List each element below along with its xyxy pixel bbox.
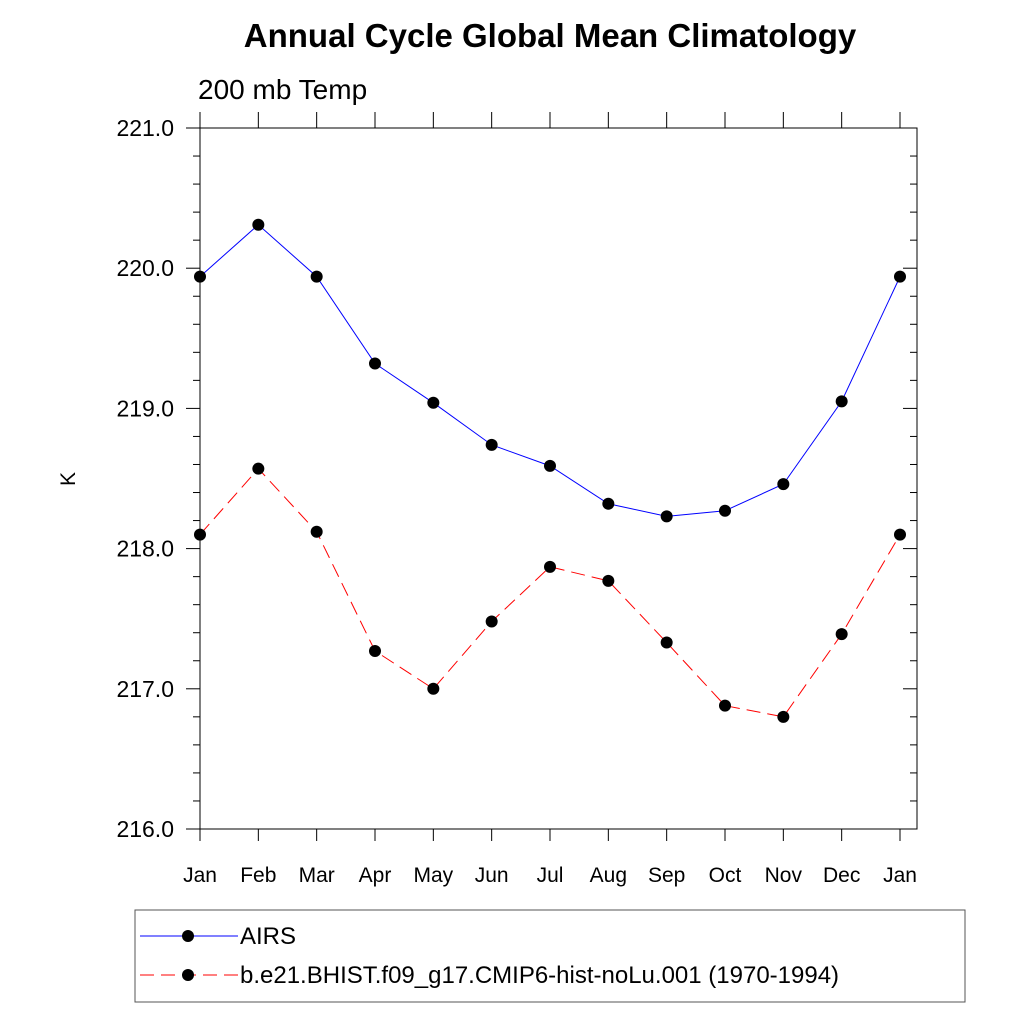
series-1-point [719,504,731,517]
series-2-point [194,528,206,541]
legend-box [134,909,966,1003]
series-2-point [544,560,556,573]
x-tick-label: Dec [823,864,860,887]
plot-frame [199,127,918,830]
series-2-point [660,636,673,649]
x-tick-label: Aug [590,864,627,887]
series-2-point [777,710,790,723]
series-2-point [252,462,265,475]
series-1-point [777,478,790,491]
series-1-point [660,510,673,523]
series-2-point [369,644,381,657]
series-1-point [310,270,323,283]
series-1-point [252,218,265,231]
series-2-point [485,615,498,628]
x-tick-label: Oct [709,864,742,887]
series-line-2 [199,467,901,718]
y-tick-labels: 216.0 217.0 218.0 219.0 220.0 221.0 [116,115,174,842]
chart-title: Annual Cycle Global Mean Climatology [244,17,857,54]
legend: AIRS b.e21.BHIST.f09_g17.CMIP6-hist-noLu.… [140,923,839,989]
x-tick-label: Nov [765,864,803,887]
x-tick-label: Jan [183,864,217,887]
series-1-point [894,270,906,283]
series-2-point [894,528,906,541]
y-tick-label: 220.0 [116,255,174,281]
series-2-point [602,574,615,587]
series-1-point [427,396,440,409]
x-tick-label: May [413,864,453,887]
legend-label-1: AIRS [240,923,296,950]
y-tick-label: 219.0 [116,395,174,421]
x-tick-label: Jan [883,864,917,887]
legend-marker-2 [182,969,194,981]
x-tick-label: Sep [648,864,685,887]
series-layer [194,218,906,723]
series-2-point [835,628,848,641]
x-tick-label: Mar [299,864,335,887]
axis-ticks [186,112,917,841]
series-1-point [485,438,498,451]
y-tick-label: 216.0 [116,816,174,842]
y-tick-label: 218.0 [116,536,174,562]
x-tick-labels: Jan Feb Mar Apr May Jun Jul Aug Sep Oct Nov Dec Jan [183,864,917,887]
x-tick-label: Apr [359,864,392,887]
series-1-point [835,395,848,408]
series-line-1 [199,224,901,517]
chart-subtitle: 200 mb Temp [198,74,367,105]
y-tick-label: 221.0 [116,115,174,141]
x-tick-label: Jun [475,864,509,887]
x-tick-label: Jul [537,864,564,887]
legend-marker-1 [182,930,194,942]
series-1-point [602,497,615,510]
x-tick-label: Feb [240,864,276,887]
y-axis-label: K [57,472,80,486]
y-tick-label: 217.0 [116,676,174,702]
series-2-point [427,682,440,695]
series-1-point [194,270,206,283]
legend-label-2: b.e21.BHIST.f09_g17.CMIP6-hist-noLu.001 … [240,962,839,989]
series-1-point [369,357,381,370]
series-1-point [544,459,556,472]
series-2-point [719,699,731,712]
series-2-point [310,525,323,538]
